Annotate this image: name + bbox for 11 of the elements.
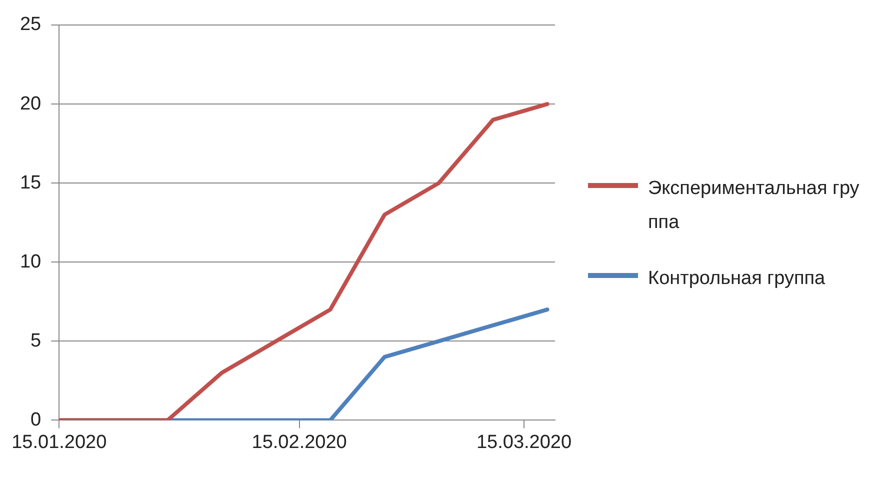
legend-label: Контрольная группа [648,267,826,291]
x-tick-label: 15.01.2020 [12,432,107,453]
y-tick-label: 25 [20,14,42,36]
y-tick-label: 5 [30,330,42,352]
y-tick-label: 15 [20,172,42,194]
y-tick-label: 0 [30,409,42,430]
y-tick-label: 10 [20,251,42,272]
legend-label: Экспериментальная группа [648,177,860,235]
x-tick-label: 15.02.2020 [252,432,347,453]
x-tick-label: 15.03.2020 [476,432,572,453]
y-tick-label: 20 [20,93,42,114]
